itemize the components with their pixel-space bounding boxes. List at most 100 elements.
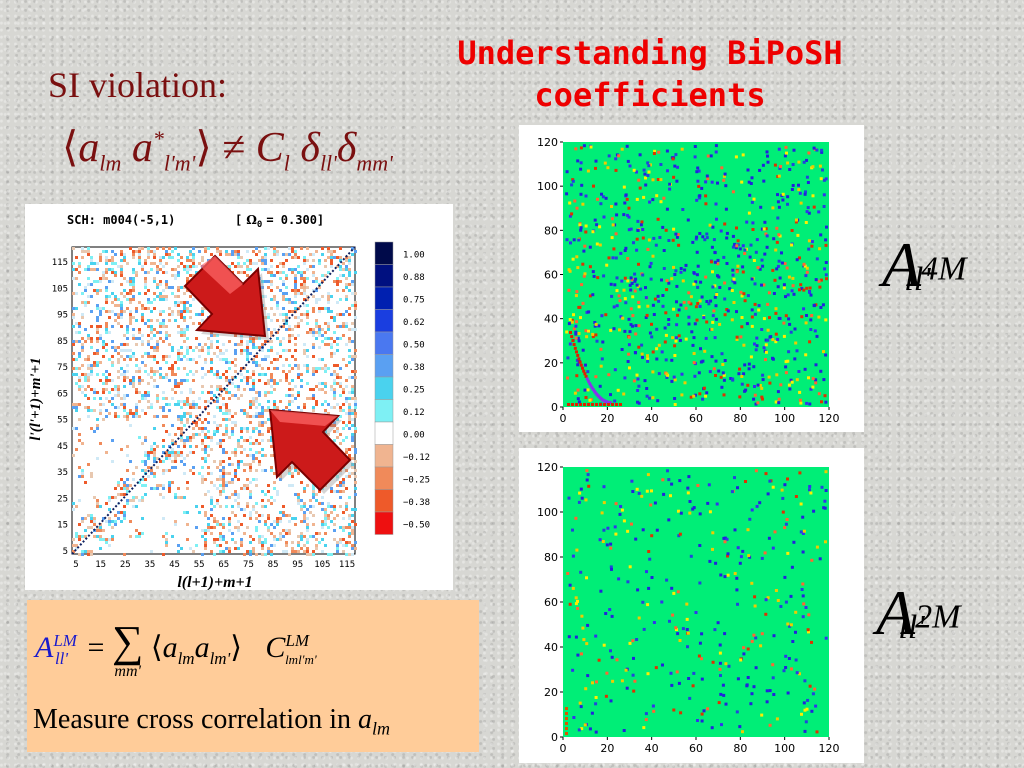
plot-dot [646,672,650,676]
heatmap-cell [141,409,144,412]
heatmap-cell [234,334,237,337]
heatmap-cell [72,403,75,406]
heatmap-cell [321,388,324,391]
heatmap-cell [306,547,309,550]
plot-dot [807,247,811,251]
plot-dot [776,216,780,220]
heatmap-cell [141,532,144,535]
plot-dot [803,708,807,712]
plot-dot [637,616,641,620]
heatmap-cell [246,343,249,346]
heatmap-cell [297,394,300,397]
heatmap-cell [315,499,318,502]
heatmap-cell [249,511,252,514]
heatmap-cell [297,289,300,292]
plot-dot [764,472,768,476]
heatmap-cell [147,391,150,394]
heatmap-cell [306,517,309,520]
plot-dot [798,191,802,195]
heatmap-cell [177,445,180,448]
plot-dot [639,287,643,291]
heatmap-cell [123,256,126,259]
plot-dot [611,679,615,683]
plot-dot [626,213,629,217]
heatmap-cell [303,292,306,295]
heatmap-cell [288,349,291,352]
plot-dot [615,658,619,662]
heatmap-cell [339,541,342,544]
plot-dot [711,531,715,535]
heatmap-cell [237,502,240,505]
plot-dot [700,712,704,716]
plot-dot [631,324,634,328]
heatmap-cell [135,337,138,340]
heatmap-cell [90,409,93,412]
heatmap-cell [258,541,261,544]
heatmap-cell [210,346,213,349]
plot-dot [779,383,783,387]
heatmap-cell [339,526,342,529]
plot-dot [607,403,610,406]
heatmap-cell [336,382,339,385]
heatmap-cell [324,517,327,520]
heatmap-cell [339,472,342,475]
plot-dot [651,303,655,307]
heatmap-cell [267,499,270,502]
heatmap-cell [72,373,75,376]
heatmap-cell [183,496,186,499]
heatmap-cell [126,487,129,490]
plot-dot [814,363,818,367]
plot-dot [806,206,810,210]
heatmap-cell [108,400,111,403]
plot-dot [615,304,619,308]
plot-dot [650,576,654,579]
heatmap-cell [345,400,348,403]
heatmap-cell [105,502,108,505]
heatmap-cell [141,313,144,316]
heatmap-cell [237,493,240,496]
heatmap-cell [279,535,282,538]
heatmap-cell [312,550,315,553]
heatmap-cell [153,256,156,259]
heatmap-cell [75,358,78,361]
heatmap-cell [306,541,309,544]
heatmap-cell [219,409,222,412]
heatmap-cell [354,304,357,307]
plot-dot [774,340,778,344]
heatmap-cell [249,340,252,343]
heatmap-cell [219,475,222,478]
heatmap-cell [204,400,207,403]
heatmap-cell [156,265,159,268]
plot-dot [693,145,697,148]
plot-dot [579,570,583,574]
plot-dot [673,378,677,382]
heatmap-cell [330,520,333,523]
heatmap-cell [276,250,279,253]
heatmap-cell [276,331,279,334]
heatmap-cell [105,397,108,400]
heatmap-cell [192,259,195,262]
plot-dot [699,347,702,351]
plot-dot [575,206,579,210]
heatmap-cell [336,376,339,379]
heatmap-cell [258,424,261,427]
heatmap-cell [249,415,252,418]
plot-dot [791,163,795,166]
heatmap-cell [291,328,294,331]
heatmap-cell [267,547,270,550]
heatmap-cell [195,433,198,436]
heatmap-cell [114,523,117,526]
heatmap-cell [279,475,282,478]
heatmap-cell [84,529,87,532]
plot-dot [739,658,743,662]
heatmap-cell [336,484,339,487]
heatmap-cell [354,403,357,406]
plot-dot [587,403,590,406]
heatmap-cell [144,412,147,415]
heatmap-cell [114,520,117,523]
plot-dot [682,300,686,304]
heatmap-cell [120,274,123,277]
plot-dot [667,281,671,285]
heatmap-cell [324,544,327,547]
formula-a2-sub: lm' [209,648,231,668]
